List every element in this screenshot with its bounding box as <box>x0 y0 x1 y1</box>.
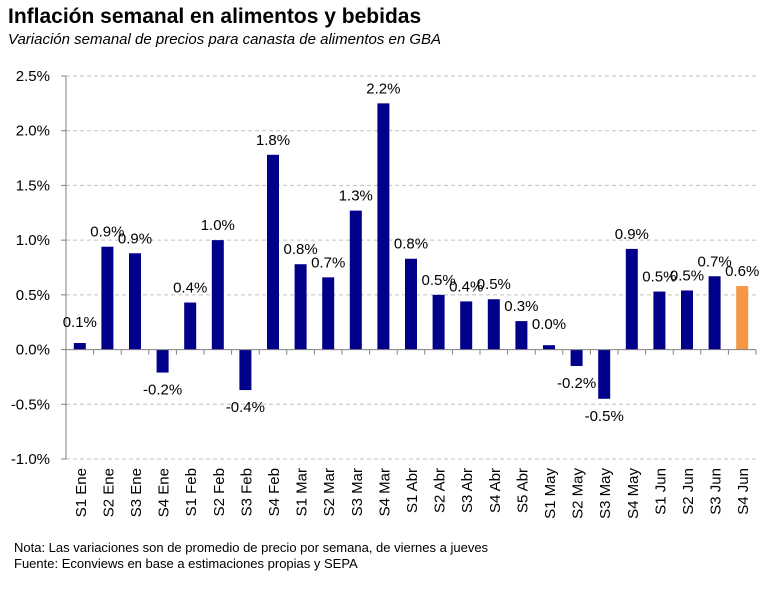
bar <box>294 264 307 350</box>
x-tick-label: S2 May <box>570 468 587 519</box>
data-label: 1.0% <box>201 217 235 234</box>
bar <box>432 294 445 350</box>
x-tick-label: S4 May <box>625 468 642 519</box>
y-tick-label: 0.0% <box>16 342 50 359</box>
bar <box>184 302 197 350</box>
bar <box>405 258 417 350</box>
data-label: 1.8% <box>256 132 290 149</box>
data-label: 0.9% <box>615 226 649 243</box>
bar <box>708 276 721 350</box>
x-tick-label: S3 Feb <box>238 468 255 516</box>
x-tick-label: S3 Abr <box>459 468 476 513</box>
bar <box>129 253 141 350</box>
y-tick-label: 1.5% <box>16 177 50 194</box>
y-tick-label: 1.0% <box>16 232 50 249</box>
bar <box>460 301 473 350</box>
data-label: 0.4% <box>449 278 483 295</box>
data-label: 0.0% <box>532 316 566 333</box>
x-tick-label: S2 Jun <box>680 468 697 515</box>
x-tick-label: S1 Mar <box>294 468 311 516</box>
x-tick-label: S2 Mar <box>321 468 338 516</box>
x-tick-label: S3 Mar <box>349 468 366 516</box>
data-label: 0.5% <box>477 276 511 293</box>
data-label: -0.2% <box>557 375 596 392</box>
x-tick-label: S2 Ene <box>100 468 117 517</box>
bar <box>736 286 749 350</box>
data-label: 0.7% <box>697 253 731 270</box>
source-text: Fuente: Econviews en base a estimaciones… <box>14 556 358 571</box>
y-tick-label: 2.5% <box>16 68 50 85</box>
x-tick-label: S4 Jun <box>735 468 752 515</box>
bar <box>681 290 693 350</box>
y-tick-label: 0.5% <box>16 287 50 304</box>
x-tick-label: S1 May <box>542 468 559 519</box>
bar <box>543 345 555 350</box>
data-label: 0.1% <box>63 314 97 331</box>
bar <box>211 240 224 350</box>
bars <box>73 103 749 399</box>
chart-subtitle: Variación semanal de precios para canast… <box>8 31 442 48</box>
data-label: 0.5% <box>421 272 455 289</box>
bar <box>598 349 611 399</box>
y-tick-label: 2.0% <box>16 123 50 140</box>
data-label: 0.8% <box>283 241 317 258</box>
x-tick-label: S3 May <box>597 468 614 519</box>
x-tick-label: S4 Feb <box>266 468 283 516</box>
data-label: 0.9% <box>118 230 152 247</box>
data-label: 0.3% <box>504 298 538 315</box>
y-tick-label: -0.5% <box>11 396 50 413</box>
x-tick-label: S1 Ene <box>73 468 90 517</box>
x-tick-label: S4 Ene <box>156 468 173 517</box>
data-label: 0.5% <box>642 269 676 286</box>
data-label: 0.7% <box>311 254 345 271</box>
bar <box>625 248 638 350</box>
x-tick-label: S1 Feb <box>183 468 200 516</box>
data-label: 0.8% <box>394 236 428 253</box>
x-tick-label: S4 Abr <box>487 468 504 513</box>
bar <box>156 349 169 373</box>
bar <box>322 277 335 350</box>
x-tick-label: S3 Ene <box>128 468 145 517</box>
data-label: -0.5% <box>585 408 624 425</box>
bar <box>653 291 666 350</box>
data-label: 1.3% <box>339 188 373 205</box>
y-tick-label: -1.0% <box>11 451 50 468</box>
bar <box>570 349 583 366</box>
bar <box>267 154 279 350</box>
data-label: 0.4% <box>173 280 207 297</box>
data-label: 2.2% <box>366 80 400 97</box>
bar <box>349 210 362 350</box>
data-label: -0.4% <box>226 399 265 416</box>
bar <box>101 246 114 350</box>
data-label: 0.5% <box>670 267 704 284</box>
bar <box>239 349 252 391</box>
x-tick-label: S5 Abr <box>514 468 531 513</box>
chart-title: Inflación semanal en alimentos y bebidas <box>8 5 422 28</box>
x-tick-label: S4 Mar <box>376 468 393 516</box>
bar <box>515 321 528 350</box>
x-tick-label: S1 Jun <box>652 468 669 515</box>
data-label: -0.2% <box>143 382 182 399</box>
grid-lines <box>66 75 756 460</box>
bar <box>377 103 390 350</box>
x-tick-label: S1 Abr <box>404 468 421 513</box>
x-tick-label: S2 Feb <box>211 468 228 516</box>
x-tick-label: S3 Jun <box>708 468 725 515</box>
x-tick-label: S2 Abr <box>432 468 449 513</box>
axes: -1.0% -0.5% 0.0% 0.5% 1.0% 1.5% 2.0% 2.5% S1 Ene… <box>11 68 757 519</box>
bar <box>487 299 500 350</box>
data-label: 0.9% <box>90 224 124 241</box>
bar <box>73 343 86 350</box>
note-text: Nota: Las variaciones son de promedio de… <box>14 540 489 555</box>
data-label: 0.6% <box>725 263 759 280</box>
data-labels: 0.1%0.9%0.9%-0.2%0.4%1.0%-0.4%1.8%0.8%0.… <box>63 80 760 424</box>
